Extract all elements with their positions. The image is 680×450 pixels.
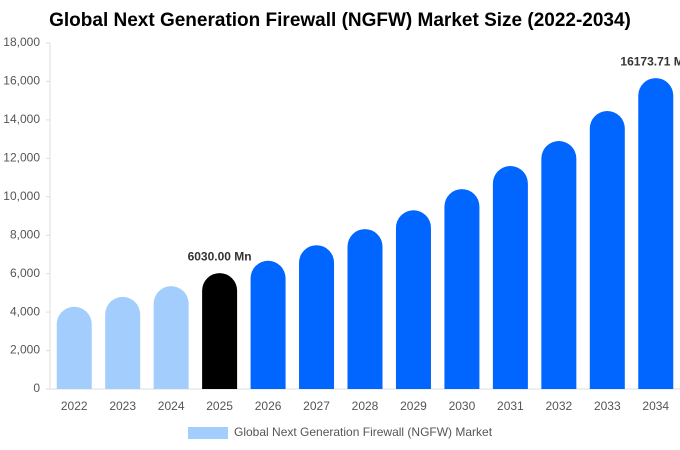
y-tick-label: 18,000: [3, 35, 40, 49]
legend-swatch: [188, 427, 228, 439]
x-tick-label: 2024: [158, 399, 185, 413]
y-tick-label: 16,000: [3, 74, 40, 88]
legend-label: Global Next Generation Firewall (NGFW) M…: [234, 425, 493, 439]
x-tick-label: 2023: [109, 399, 136, 413]
value-label: 6030.00 Mn: [188, 249, 252, 263]
bar: [202, 273, 238, 389]
x-tick-label: 2032: [545, 399, 572, 413]
bar: [299, 245, 335, 389]
x-tick-label: 2034: [642, 399, 669, 413]
y-tick-label: 2,000: [10, 343, 40, 357]
bar: [347, 229, 383, 389]
x-tick-label: 2026: [255, 399, 282, 413]
bar: [444, 189, 480, 389]
bar: [589, 111, 625, 389]
y-tick-label: 6,000: [10, 266, 40, 280]
x-tick-label: 2025: [206, 399, 233, 413]
y-tick-label: 4,000: [10, 304, 40, 318]
y-tick-label: 12,000: [3, 151, 40, 165]
y-tick-label: 0: [33, 381, 40, 395]
bar: [56, 306, 92, 389]
chart-title: Global Next Generation Firewall (NGFW) M…: [49, 10, 631, 31]
bar: [492, 166, 528, 389]
x-tick-label: 2030: [449, 399, 476, 413]
bar: [638, 78, 674, 390]
x-tick-label: 2029: [400, 399, 427, 413]
value-label: 16173.71 Mn: [620, 54, 680, 68]
x-tick-label: 2031: [497, 399, 524, 413]
bar: [153, 286, 189, 389]
x-tick-label: 2028: [352, 399, 379, 413]
bar: [541, 141, 577, 389]
x-tick-label: 2027: [303, 399, 330, 413]
x-tick-label: 2033: [594, 399, 621, 413]
y-tick-label: 14,000: [3, 112, 40, 126]
bar: [250, 260, 286, 389]
y-tick-label: 10,000: [3, 189, 40, 203]
bar: [395, 210, 431, 389]
y-tick-label: 8,000: [10, 227, 40, 241]
x-tick-label: 2022: [61, 399, 88, 413]
bar: [105, 296, 141, 389]
